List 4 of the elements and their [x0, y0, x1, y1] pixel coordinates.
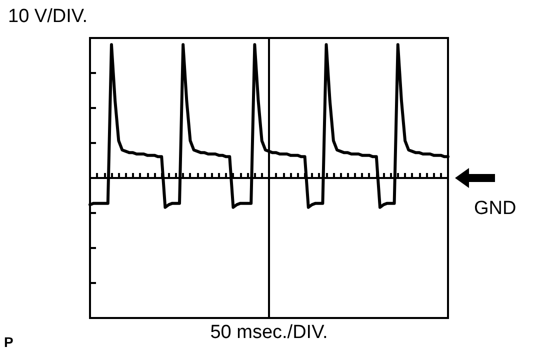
y-axis-title: 10 V/DIV. [8, 6, 88, 28]
text: 50 msec./DIV. [209, 322, 329, 344]
text: GND [474, 198, 516, 220]
text: P [4, 334, 14, 350]
